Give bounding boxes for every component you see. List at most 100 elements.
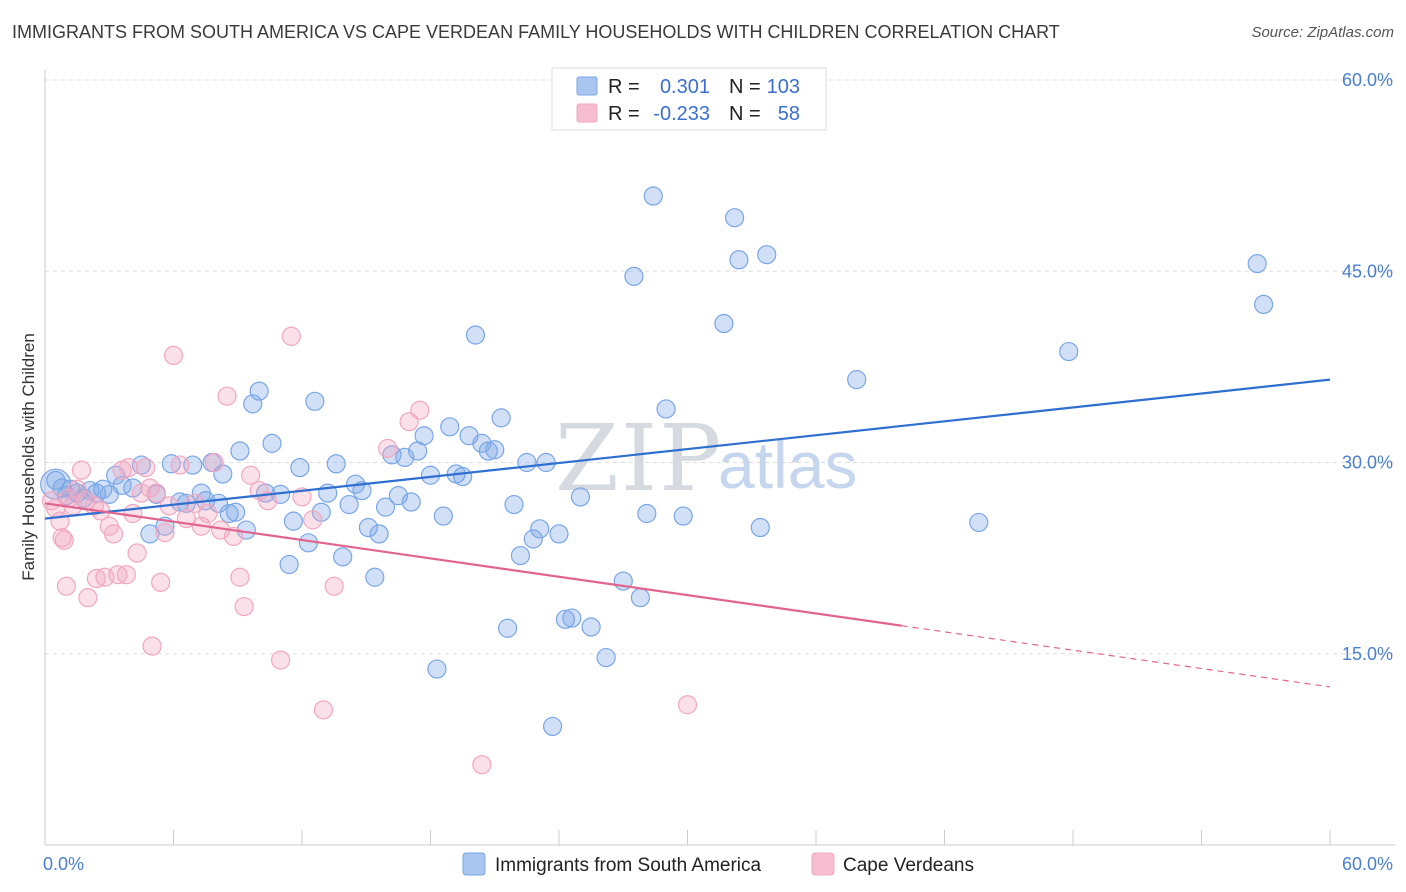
point-south-america-48 — [365, 567, 385, 587]
legend-swatch-blue — [576, 76, 598, 96]
point-south-america-26 — [219, 503, 239, 524]
point-south-america-8 — [93, 479, 113, 499]
y-tick-label-3: 60.0% — [1342, 70, 1393, 90]
point-south-america-76 — [542, 716, 563, 737]
legend-n-value-1: 103 — [767, 76, 800, 98]
point-cape-verdean-50 — [378, 438, 398, 459]
point-south-america-47 — [358, 517, 378, 538]
point-cape-verdean-2 — [50, 511, 70, 531]
point-south-america-95 — [847, 370, 867, 390]
point-cape-verdean-17 — [116, 565, 136, 585]
point-south-america-90 — [714, 313, 734, 334]
point-south-america-60 — [440, 417, 460, 437]
trend-line-cape-verdean-extension — [901, 625, 1331, 688]
point-south-america-82 — [596, 647, 616, 668]
point-cape-verdean-29 — [163, 345, 184, 365]
point-south-america-14 — [140, 524, 160, 544]
point-south-america-99 — [1254, 294, 1274, 314]
y-tick-label-1: 30.0% — [1342, 453, 1393, 473]
watermark: ZIP atlas — [555, 405, 857, 512]
point-cape-verdean-34 — [198, 503, 218, 524]
axes — [44, 70, 1395, 846]
point-south-america-50 — [375, 497, 396, 517]
point-south-america-79 — [562, 608, 582, 628]
point-south-america-35 — [279, 554, 299, 575]
legend-n-label-1: N = — [729, 76, 761, 98]
point-cape-verdean-20 — [127, 543, 147, 563]
bottom-legend-swatch-blue — [462, 852, 486, 876]
point-south-america-87 — [643, 186, 663, 206]
point-cape-verdean-47 — [303, 510, 323, 530]
watermark-atlas: atlas — [718, 428, 857, 502]
point-south-america-0 — [46, 470, 66, 490]
point-south-america-36 — [283, 511, 304, 531]
point-south-america-56 — [414, 426, 434, 446]
point-south-america-75 — [536, 452, 556, 473]
point-south-america-84 — [624, 266, 644, 286]
point-south-america-96 — [969, 512, 989, 533]
point-south-america-42 — [326, 454, 346, 474]
x-tick-min: 0.0% — [43, 854, 84, 874]
chart-title: IMMIGRANTS FROM SOUTH AMERICA VS CAPE VE… — [12, 22, 1060, 42]
legend-r-value-1: 0.301 — [660, 76, 710, 98]
point-south-america-93 — [750, 517, 770, 538]
point-cape-verdean-40 — [234, 596, 254, 617]
point-cape-verdean-9 — [78, 588, 98, 608]
point-south-america-39 — [305, 391, 325, 411]
source-credit: Source: ZipAtlas.com — [1251, 24, 1394, 41]
point-south-america-33 — [262, 433, 282, 453]
legend-n-label-2: N = — [729, 103, 761, 125]
bottom-legend-label-blue: Immigrants from South America — [495, 855, 762, 876]
point-south-america-46 — [352, 480, 372, 501]
legend-r-label-2: R = — [608, 103, 640, 125]
y-tick-label-2: 45.0% — [1342, 261, 1393, 281]
point-cape-verdean-49 — [324, 576, 344, 596]
point-south-america-59 — [433, 506, 453, 526]
point-south-america-62 — [453, 466, 473, 487]
point-cape-verdean-45 — [281, 326, 301, 346]
point-south-america-68 — [491, 408, 511, 428]
point-cape-verdean-30 — [170, 455, 190, 475]
point-south-america-28 — [230, 441, 250, 461]
point-cape-verdean-41 — [241, 465, 261, 485]
point-south-america-73 — [523, 529, 543, 549]
point-south-america-70 — [504, 494, 524, 515]
point-cape-verdean-48 — [313, 700, 334, 720]
point-south-america-54 — [401, 492, 421, 512]
point-cape-verdean-14 — [103, 524, 124, 544]
point-south-america-64 — [465, 325, 486, 345]
point-cape-verdean-54 — [677, 695, 698, 715]
point-cape-verdean-53 — [472, 755, 492, 775]
point-cape-verdean-55 — [56, 576, 77, 596]
point-south-america-58 — [427, 659, 447, 679]
bottom-legend-label-pink: Cape Verdeans — [843, 855, 974, 876]
point-cape-verdean-22 — [136, 458, 156, 478]
point-cape-verdean-44 — [270, 650, 291, 670]
point-south-america-74 — [530, 519, 550, 539]
point-south-america-98 — [1247, 254, 1267, 274]
point-south-america-78 — [555, 609, 576, 629]
point-cape-verdean-35 — [204, 452, 224, 473]
point-cape-verdean-19 — [123, 503, 143, 524]
legend-box — [551, 67, 827, 131]
point-cape-verdean-43 — [258, 491, 278, 511]
point-south-america-91 — [725, 208, 745, 228]
point-south-america-85 — [630, 588, 650, 608]
y-axis-tick-labels: 15.0% 30.0% 45.0% 60.0% — [1342, 70, 1393, 664]
x-axis-ticks — [44, 830, 1331, 845]
trend-line-south-america — [44, 378, 1331, 520]
point-south-america-31 — [249, 381, 269, 401]
point-south-america-88 — [656, 399, 676, 419]
point-south-america-49 — [369, 524, 389, 544]
point-south-america-69 — [498, 618, 518, 638]
legend-r-label-1: R = — [608, 76, 640, 98]
point-south-america-72 — [517, 452, 537, 473]
trend-lines — [44, 378, 1331, 688]
point-south-america-27 — [226, 502, 246, 522]
y-tick-label-0: 15.0% — [1342, 644, 1393, 664]
point-cape-verdean-27 — [155, 523, 175, 543]
legend-n-value-2: 58 — [778, 103, 800, 125]
point-south-america-67 — [485, 440, 505, 460]
point-cape-verdean-56 — [86, 568, 107, 589]
